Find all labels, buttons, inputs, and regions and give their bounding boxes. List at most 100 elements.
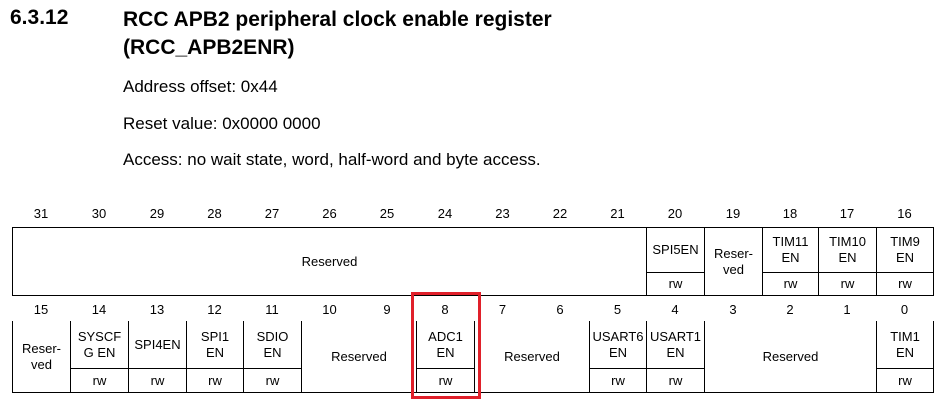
field-spi4en: SPI4EN — [134, 337, 181, 352]
access-syscfgen: rw — [92, 372, 107, 388]
bit-number-10: 10 — [322, 302, 337, 317]
lower-separator — [416, 321, 417, 393]
lower-access-divider — [416, 368, 474, 369]
upper-access-divider — [818, 272, 876, 273]
access-tim9en: rw — [898, 276, 912, 291]
upper-separator — [876, 227, 877, 296]
bit-number-0: 0 — [900, 302, 909, 317]
field-usart6en: USART6 EN — [592, 329, 644, 360]
access-usart1en: rw — [668, 372, 683, 388]
bit-number-26: 26 — [322, 206, 337, 221]
section-title: RCC APB2 peripheral clock enable registe… — [123, 8, 552, 59]
upper-separator — [818, 227, 819, 296]
lower-separator — [474, 321, 475, 393]
access-adc1en: rw — [438, 372, 453, 388]
access-tim11en: rw — [783, 276, 798, 291]
bit-number-13: 13 — [149, 302, 165, 317]
bit-number-1: 1 — [843, 302, 851, 317]
field-reserved_19: Reser- ved — [713, 245, 753, 277]
lower-access-divider — [128, 368, 186, 369]
lower-right-border — [933, 321, 934, 393]
bit-number-16: 16 — [897, 206, 912, 221]
reset-value: Reset value: 0x0000 0000 — [123, 114, 321, 133]
lower-access-divider — [70, 368, 128, 369]
address-offset: Address offset: 0x44 — [123, 77, 278, 96]
upper-separator — [12, 227, 13, 296]
upper-access-divider — [646, 272, 704, 273]
bit-number-23: 23 — [495, 206, 510, 221]
bit-number-21: 21 — [610, 206, 625, 221]
access-spi1en: rw — [208, 372, 222, 388]
bit-number-6: 6 — [556, 302, 564, 317]
bit-number-5: 5 — [613, 302, 622, 317]
field-reserved_3_1: Reserved — [762, 349, 819, 364]
field-tim11en: TIM11 EN — [772, 234, 809, 265]
bit-highlight-box — [411, 292, 481, 399]
lower-separator — [12, 321, 13, 393]
bit-number-15: 15 — [33, 302, 49, 317]
bit-number-30: 30 — [91, 206, 107, 221]
bit-number-12: 12 — [207, 302, 222, 317]
lower-access-divider — [589, 368, 646, 369]
upper-right-border — [933, 227, 934, 296]
upper-access-divider — [762, 272, 818, 273]
bit-number-3: 3 — [729, 302, 737, 317]
field-sdioen: SDIO EN — [256, 329, 289, 360]
upper-separator — [762, 227, 763, 296]
field-usart1en: USART1 EN — [649, 329, 702, 360]
bit-number-22: 22 — [552, 206, 568, 221]
bit-number-8: 8 — [441, 302, 449, 317]
lower-access-divider — [876, 368, 933, 369]
bit-number-2: 2 — [786, 302, 794, 317]
bit-number-20: 20 — [667, 206, 683, 221]
bit-number-9: 9 — [383, 302, 391, 317]
field-reserved_15: Reser- ved — [21, 341, 61, 372]
lower-separator — [589, 321, 590, 393]
upper-bottom-border — [12, 295, 933, 296]
access-tim1en: rw — [898, 372, 912, 388]
field-reserved_10_9: Reserved — [331, 349, 387, 364]
bit-number-29: 29 — [149, 206, 165, 221]
field-reserved_7_6: Reserved — [504, 349, 560, 364]
access-spi5en: rw — [668, 276, 683, 291]
field-tim9en: TIM9 EN — [890, 234, 920, 265]
field-tim1en: TIM1 EN — [890, 329, 920, 360]
section-number: 6.3.12 — [10, 6, 69, 29]
access-spi4en: rw — [150, 372, 165, 388]
lower-separator — [646, 321, 647, 393]
upper-top-border — [12, 227, 933, 228]
upper-separator — [646, 227, 647, 296]
bit-number-18: 18 — [782, 206, 798, 221]
bit-number-28: 28 — [207, 206, 222, 221]
field-tim10en: TIM10 EN — [829, 234, 866, 265]
lower-separator — [876, 321, 877, 393]
lower-separator — [704, 321, 705, 393]
field-spi5en: SPI5EN — [652, 242, 699, 257]
bit-number-4: 4 — [671, 302, 679, 317]
access-description: Access: no wait state, word, half-word a… — [123, 150, 541, 169]
lower-bottom-border — [12, 392, 933, 393]
lower-separator — [128, 321, 129, 393]
upper-access-divider — [876, 272, 933, 273]
lower-separator — [186, 321, 187, 393]
bit-number-11: 11 — [265, 302, 279, 317]
field-spi1en: SPI1 EN — [200, 329, 230, 360]
bit-number-31: 31 — [33, 206, 49, 221]
bit-number-25: 25 — [379, 206, 395, 221]
lower-access-divider — [646, 368, 704, 369]
access-sdioen: rw — [265, 372, 280, 388]
field-reserved_31_21: Reserved — [301, 253, 358, 269]
field-syscfgen: SYSCF G EN — [77, 329, 122, 360]
access-usart6en: rw — [611, 372, 625, 388]
bit-number-7: 7 — [498, 302, 507, 317]
lower-access-divider — [186, 368, 243, 369]
bit-number-24: 24 — [437, 206, 453, 221]
field-adc1en: ADC1 EN — [428, 329, 463, 360]
access-tim10en: rw — [840, 276, 855, 291]
bit-number-17: 17 — [839, 206, 855, 221]
lower-separator — [243, 321, 244, 393]
bit-number-14: 14 — [91, 302, 107, 317]
upper-separator — [704, 227, 705, 296]
lower-separator — [70, 321, 71, 393]
bit-number-19: 19 — [725, 206, 741, 221]
